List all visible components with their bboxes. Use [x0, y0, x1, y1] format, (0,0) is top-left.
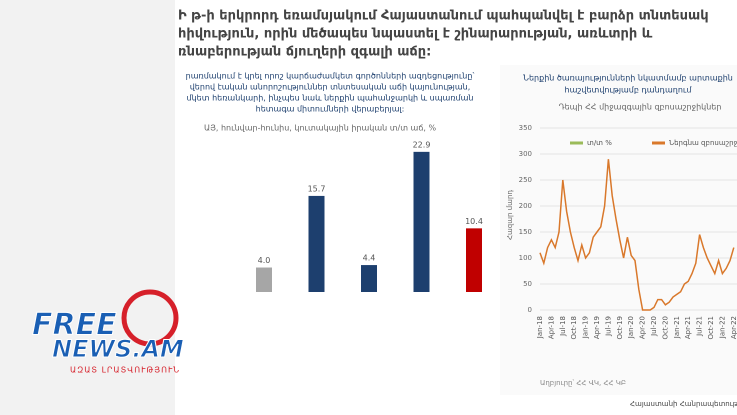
slide-title: ռնաբերության ճյուղերի զգալի աճը: — [178, 45, 431, 60]
logo-text: NEWS.AM — [52, 335, 184, 363]
x-tick-label: Jan-22 — [718, 316, 726, 339]
bar — [413, 151, 430, 292]
value-label: 22.9 — [413, 140, 431, 149]
text-line: հետագա միտումների վերաբերյալ: — [256, 105, 405, 114]
x-tick-label: Jul-21 — [696, 316, 704, 337]
value-label: 10.4 — [465, 217, 483, 226]
x-tick-label: Jan-18 — [536, 316, 544, 339]
logo-ring — [121, 289, 179, 347]
logo-text: FREE — [32, 308, 117, 343]
y-tick-label: 100 — [519, 254, 532, 262]
y-tick-label: 150 — [519, 228, 532, 236]
bar — [256, 267, 272, 292]
y-tick-label: 300 — [519, 150, 532, 158]
bar — [308, 195, 325, 292]
bar — [466, 228, 482, 292]
x-tick-label: Jan-21 — [673, 316, 681, 339]
y-axis-label: Հազար մարդ — [506, 190, 514, 240]
footer: Հայաստանի Հանրապետություն — [630, 400, 737, 408]
x-tick-label: Oct-19 — [616, 316, 624, 340]
y-tick-label: 350 — [519, 124, 532, 132]
slide-title: հիվություն, որին մեծապես նպաստել է շինար… — [178, 27, 653, 42]
logo-tagline: ԱԶԱՏ ԼՐԱՏՎՈՒԹՅՈՒՆ — [70, 366, 180, 375]
text-line: վերով էական անորոշություններ տնտեսական ա… — [190, 83, 471, 92]
bar — [361, 265, 377, 292]
chart-title: Ներքին ծառայությունների նկատմամբ արտաքին — [523, 74, 733, 83]
line-series — [539, 159, 735, 311]
x-tick-label: Jan-20 — [627, 316, 635, 339]
value-label: 15.7 — [308, 184, 326, 193]
y-tick-label: 200 — [519, 202, 532, 210]
chart-subtitle: Դեպի ՀՀ միջազգային զբոսաշրջիկներ — [559, 103, 722, 112]
y-tick-label: 250 — [519, 176, 532, 184]
chart-subtitle: ԱՅ, հունվար-հունիս, կուտակային իրական տ/… — [204, 124, 437, 133]
y-tick-label: 0 — [528, 306, 532, 314]
x-tick-label: Apr-19 — [593, 316, 601, 339]
logo: FREE NEWS.AM ԱԶԱՏ ԼՐԱՏՎՈՒԹՅՈՒՆ — [32, 289, 184, 375]
x-tick-label: Oct-21 — [707, 316, 715, 340]
legend-label: Ներգնա զբոսաշրջ — [669, 139, 737, 147]
value-label: 4.4 — [363, 254, 376, 263]
x-tick-label: Jan-19 — [582, 316, 590, 339]
x-tick-label: Jul-19 — [604, 316, 612, 337]
x-tick-label: Jul-18 — [559, 316, 567, 337]
x-tick-label: Oct-18 — [570, 316, 578, 340]
x-tick-label: Apr-20 — [639, 316, 647, 339]
value-label: 4.0 — [258, 256, 271, 265]
slide-title: Ի թ-ի երկրորդ եռամսյակում Հայաստանում պա… — [178, 9, 709, 24]
x-tick-label: Apr-21 — [684, 316, 692, 339]
x-tick-label: Apr-22 — [730, 316, 737, 339]
text-line: րառմակում է կրել որոշ կարճաժամկետ գործոն… — [186, 71, 475, 81]
text-line: մկետ հեռանկարի, ինչպես նաև ներքին պահանջ… — [187, 94, 474, 103]
chart-title: հաշվետվությամբ դանդաղում — [565, 86, 693, 95]
x-tick-label: Oct-20 — [661, 316, 669, 340]
y-tick-label: 50 — [523, 280, 532, 288]
source: Աղբյուրը՝ ՀՀ ՎԿ, ՀՀ ԿԲ — [540, 379, 626, 387]
x-tick-label: Jul-20 — [650, 316, 658, 337]
legend-label: տ/տ % — [587, 139, 612, 147]
x-tick-label: Apr-18 — [547, 316, 555, 339]
